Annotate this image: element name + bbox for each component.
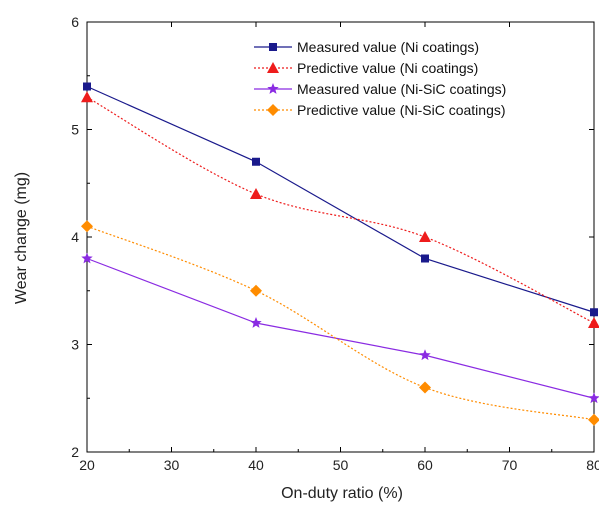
- series-line-4: [86, 225, 595, 421]
- series-2-point: [419, 231, 431, 242]
- x-tick-label: 70: [502, 457, 518, 473]
- legend-marker: [267, 62, 279, 73]
- y-tick-label: 6: [71, 14, 79, 30]
- legend-item-4: Predictive value (Ni-SiC coatings): [254, 102, 506, 118]
- x-tick-label: 60: [417, 457, 433, 473]
- series-markers: [81, 82, 599, 426]
- series-3-point: [588, 392, 599, 404]
- x-axis: 20 30 40 50 60 70 80: [79, 22, 599, 473]
- legend-item-3: Measured value (Ni-SiC coatings): [254, 81, 506, 97]
- series-line-1: [86, 85, 595, 313]
- y-axis: 2 3 4 5 6: [71, 14, 594, 460]
- series-4-point: [419, 381, 431, 394]
- x-tick-label: 30: [164, 457, 180, 473]
- legend-marker: [267, 83, 279, 94]
- x-tick-label: 80: [586, 457, 599, 473]
- x-tick-label: 20: [79, 457, 95, 473]
- legend-item-2: Predictive value (Ni coatings): [254, 60, 478, 76]
- y-tick-label: 3: [71, 337, 79, 353]
- series-1-point: [590, 308, 598, 317]
- y-tick-label: 5: [71, 122, 79, 138]
- series-lines: [86, 85, 595, 421]
- legend-label: Predictive value (Ni-SiC coatings): [297, 102, 506, 118]
- series-3-point: [250, 317, 262, 328]
- legend-label: Predictive value (Ni coatings): [297, 60, 478, 76]
- y-tick-label: 4: [71, 229, 79, 245]
- series-4-point: [250, 284, 262, 297]
- legend-item-1: Measured value (Ni coatings): [254, 39, 479, 55]
- series-3-point: [81, 252, 93, 264]
- series-4-point: [81, 220, 93, 233]
- series-1-point: [252, 157, 260, 166]
- legend: Measured value (Ni coatings) Predictive v…: [254, 39, 506, 118]
- series-1-point: [421, 254, 429, 263]
- x-axis-label: On-duty ratio (%): [281, 485, 403, 502]
- series-2-point: [250, 188, 262, 199]
- series-1-point: [83, 82, 91, 91]
- series-3-point: [419, 349, 431, 361]
- series-4-point: [588, 413, 599, 426]
- legend-label: Measured value (Ni coatings): [297, 39, 479, 55]
- series-2-point: [81, 91, 93, 103]
- legend-label: Measured value (Ni-SiC coatings): [297, 81, 506, 97]
- x-tick-label: 40: [248, 457, 264, 473]
- legend-marker: [267, 104, 279, 116]
- legend-marker: [269, 43, 277, 51]
- series-2-point: [588, 317, 599, 328]
- x-tick-label: 50: [333, 457, 349, 473]
- y-axis-label: Wear change (mg): [13, 172, 30, 304]
- series-line-3: [86, 257, 595, 399]
- y-tick-label: 2: [71, 444, 79, 460]
